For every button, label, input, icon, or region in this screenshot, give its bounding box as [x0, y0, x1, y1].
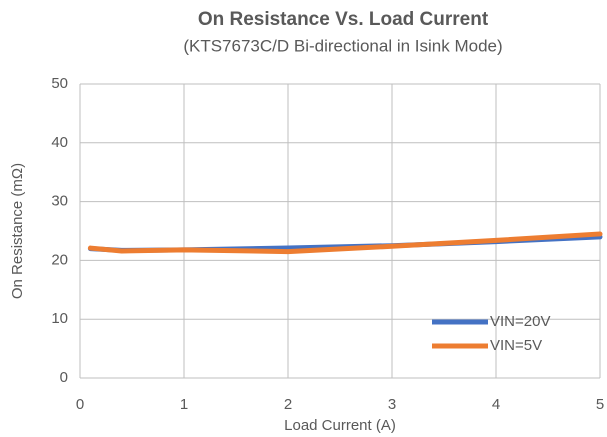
- x-tick-label: 2: [284, 396, 292, 413]
- y-tick-label: 20: [51, 251, 68, 268]
- y-tick-label: 0: [60, 369, 68, 386]
- y-tick-label: 50: [51, 75, 68, 92]
- legend-label: VIN=20V: [490, 313, 550, 330]
- x-tick-label: 4: [492, 396, 500, 413]
- y-axis-label: On Resistance (mΩ): [9, 163, 26, 299]
- x-tick-label: 5: [596, 396, 604, 413]
- y-tick-label: 40: [51, 134, 68, 151]
- legend-label: VIN=5V: [490, 337, 542, 354]
- y-tick-label: 10: [51, 310, 68, 327]
- y-tick-label: 30: [51, 193, 68, 210]
- chart-title: On Resistance Vs. Load Current: [198, 9, 489, 30]
- x-axis-label: Load Current (A): [284, 417, 396, 434]
- chart-subtitle: (KTS7673C/D Bi-directional in Isink Mode…: [183, 36, 502, 55]
- x-tick-label: 1: [180, 396, 188, 413]
- x-tick-label: 0: [76, 396, 84, 413]
- series-line: [87, 231, 603, 255]
- x-tick-label: 3: [388, 396, 396, 413]
